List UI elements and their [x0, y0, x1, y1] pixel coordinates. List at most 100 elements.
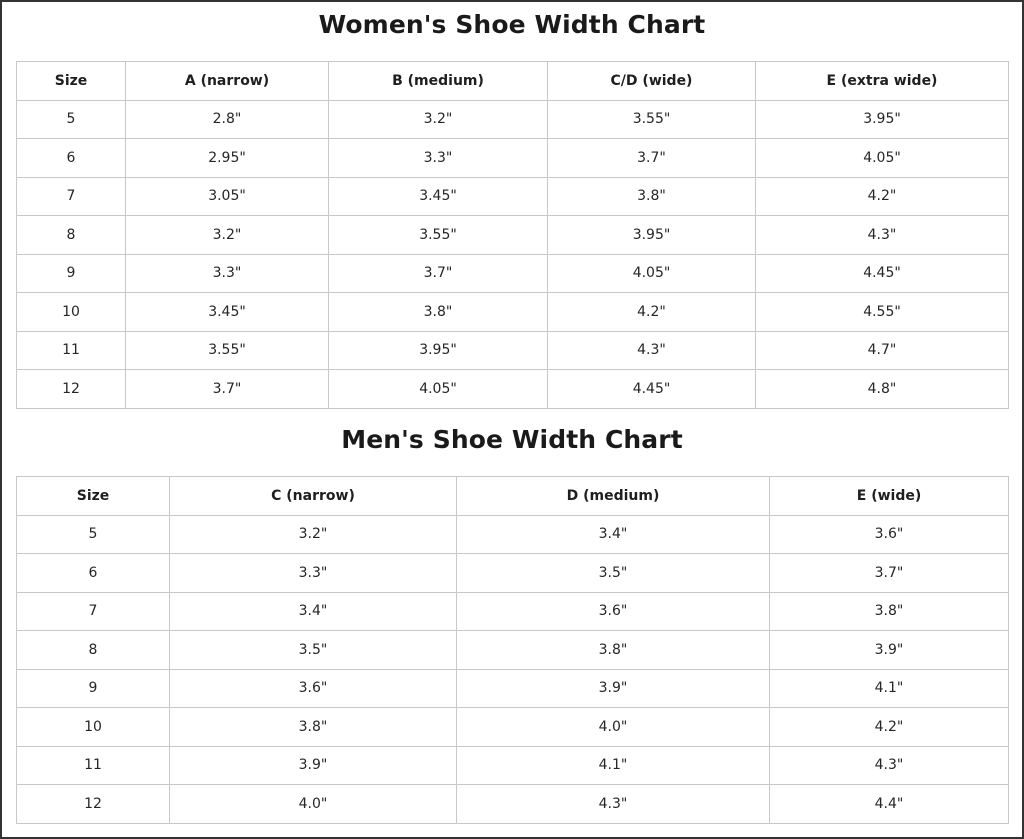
table-row: 5 3.2" 3.4" 3.6": [16, 514, 1009, 554]
size-cell: 9: [16, 668, 170, 708]
column-header-b-medium: B (medium): [328, 61, 548, 101]
table-row: 6 3.3" 3.5" 3.7": [16, 553, 1009, 593]
women-width-table: Size A (narrow) B (medium) C/D (wide) E …: [16, 61, 1009, 409]
width-cell: 3.55": [547, 99, 756, 139]
size-cell: 12: [16, 784, 170, 824]
width-cell: 4.8": [755, 369, 1009, 409]
size-cell: 6: [16, 553, 170, 593]
table-row: 12 3.7" 4.05" 4.45" 4.8": [16, 369, 1009, 409]
size-cell: 10: [16, 707, 170, 747]
width-cell: 4.3": [547, 330, 756, 370]
width-cell: 3.3": [169, 553, 457, 593]
column-header-a-narrow: A (narrow): [125, 61, 329, 101]
table-row: 5 2.8" 3.2" 3.55" 3.95": [16, 99, 1009, 139]
width-cell: 3.2": [125, 215, 329, 255]
table-row: 10 3.8" 4.0" 4.2": [16, 707, 1009, 747]
width-cell: 3.7": [769, 553, 1009, 593]
width-cell: 3.55": [328, 215, 548, 255]
size-cell: 8: [16, 630, 170, 670]
width-cell: 3.95": [755, 99, 1009, 139]
table-row: 11 3.9" 4.1" 4.3": [16, 745, 1009, 785]
width-cell: 4.45": [755, 253, 1009, 293]
table-row: 8 3.2" 3.55" 3.95" 4.3": [16, 215, 1009, 255]
width-cell: 4.2": [547, 292, 756, 332]
size-cell: 7: [16, 176, 126, 216]
width-cell: 3.9": [456, 668, 770, 708]
size-cell: 12: [16, 369, 126, 409]
size-cell: 8: [16, 215, 126, 255]
width-cell: 3.4": [456, 514, 770, 554]
table-row: 10 3.45" 3.8" 4.2" 4.55": [16, 292, 1009, 332]
width-cell: 3.45": [125, 292, 329, 332]
size-cell: 5: [16, 99, 126, 139]
table-row: 9 3.6" 3.9" 4.1": [16, 668, 1009, 708]
column-header-size: Size: [16, 476, 170, 516]
width-cell: 3.95": [328, 330, 548, 370]
men-chart-title: Men's Shoe Width Chart: [341, 425, 683, 454]
width-cell: 3.2": [328, 99, 548, 139]
width-cell: 4.7": [755, 330, 1009, 370]
size-cell: 10: [16, 292, 126, 332]
table-header-row: Size A (narrow) B (medium) C/D (wide) E …: [16, 61, 1009, 101]
width-cell: 4.55": [755, 292, 1009, 332]
width-cell: 3.4": [169, 591, 457, 631]
width-cell: 4.1": [769, 668, 1009, 708]
width-cell: 3.6": [769, 514, 1009, 554]
width-cell: 3.45": [328, 176, 548, 216]
table-row: 7 3.4" 3.6" 3.8": [16, 591, 1009, 631]
width-cell: 3.3": [125, 253, 329, 293]
column-header-c-narrow: C (narrow): [169, 476, 457, 516]
width-cell: 4.05": [328, 369, 548, 409]
width-cell: 2.95": [125, 138, 329, 178]
width-cell: 3.7": [328, 253, 548, 293]
width-cell: 3.95": [547, 215, 756, 255]
size-cell: 5: [16, 514, 170, 554]
table-header-row: Size C (narrow) D (medium) E (wide): [16, 476, 1009, 516]
width-cell: 4.3": [456, 784, 770, 824]
width-cell: 3.7": [125, 369, 329, 409]
width-cell: 4.3": [755, 215, 1009, 255]
width-cell: 3.3": [328, 138, 548, 178]
width-cell: 4.1": [456, 745, 770, 785]
width-cell: 4.0": [456, 707, 770, 747]
table-row: 8 3.5" 3.8" 3.9": [16, 630, 1009, 670]
table-row: 9 3.3" 3.7" 4.05" 4.45": [16, 253, 1009, 293]
column-header-cd-wide: C/D (wide): [547, 61, 756, 101]
column-header-e-extra-wide: E (extra wide): [755, 61, 1009, 101]
width-cell: 3.8": [328, 292, 548, 332]
table-row: 6 2.95" 3.3" 3.7" 4.05": [16, 138, 1009, 178]
width-cell: 3.9": [169, 745, 457, 785]
width-cell: 4.0": [169, 784, 457, 824]
width-cell: 4.45": [547, 369, 756, 409]
column-header-size: Size: [16, 61, 126, 101]
table-row: 12 4.0" 4.3" 4.4": [16, 784, 1009, 824]
width-cell: 3.8": [456, 630, 770, 670]
width-cell: 3.55": [125, 330, 329, 370]
width-cell: 4.4": [769, 784, 1009, 824]
size-cell: 9: [16, 253, 126, 293]
width-cell: 3.5": [169, 630, 457, 670]
width-cell: 3.9": [769, 630, 1009, 670]
width-cell: 4.3": [769, 745, 1009, 785]
column-header-e-wide: E (wide): [769, 476, 1009, 516]
width-cell: 4.2": [769, 707, 1009, 747]
width-cell: 3.6": [456, 591, 770, 631]
width-cell: 3.2": [169, 514, 457, 554]
width-cell: 3.8": [769, 591, 1009, 631]
size-cell: 11: [16, 745, 170, 785]
width-cell: 4.2": [755, 176, 1009, 216]
size-cell: 6: [16, 138, 126, 178]
table-row: 7 3.05" 3.45" 3.8" 4.2": [16, 176, 1009, 216]
width-cell: 4.05": [755, 138, 1009, 178]
women-chart-title: Women's Shoe Width Chart: [318, 10, 706, 39]
width-cell: 2.8": [125, 99, 329, 139]
size-cell: 7: [16, 591, 170, 631]
width-cell: 3.05": [125, 176, 329, 216]
men-width-table: Size C (narrow) D (medium) E (wide) 5 3.…: [16, 476, 1009, 824]
width-cell: 3.7": [547, 138, 756, 178]
width-cell: 3.6": [169, 668, 457, 708]
column-header-d-medium: D (medium): [456, 476, 770, 516]
size-cell: 11: [16, 330, 126, 370]
width-cell: 4.05": [547, 253, 756, 293]
